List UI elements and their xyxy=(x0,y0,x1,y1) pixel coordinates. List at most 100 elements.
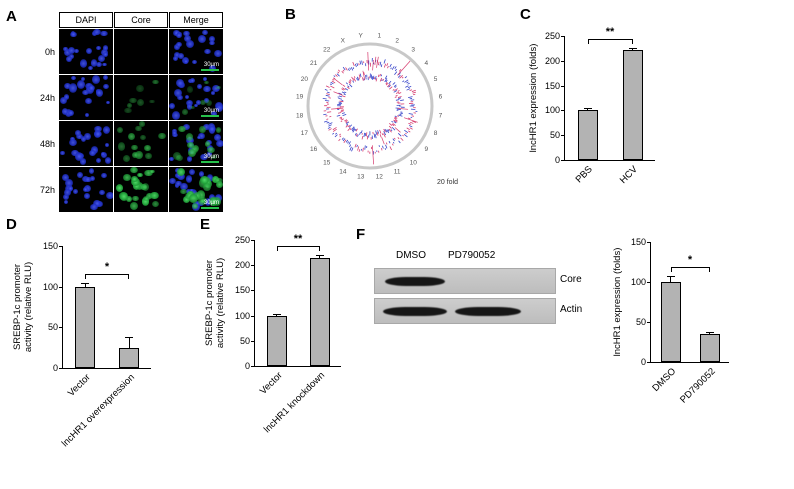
cell-nucleus-dapi xyxy=(100,30,108,37)
significance-bracket xyxy=(276,246,320,252)
y-axis-tick xyxy=(59,327,63,329)
chromosome-ring xyxy=(306,42,434,170)
data-tick xyxy=(403,133,408,138)
data-tick xyxy=(376,132,379,136)
data-tick xyxy=(332,78,335,81)
cell-nucleus-dapi xyxy=(104,142,109,148)
data-tick xyxy=(345,121,348,124)
data-tick xyxy=(341,118,344,121)
cell-nucleus-dapi xyxy=(197,35,206,44)
core-protein-signal xyxy=(129,98,137,103)
data-tick xyxy=(408,122,412,125)
y-axis-tick-label: 150 xyxy=(544,80,560,91)
cell-nucleus-dapi xyxy=(172,131,177,136)
data-tick xyxy=(395,91,400,94)
data-tick xyxy=(393,121,397,124)
cell-nucleus-dapi xyxy=(88,84,96,92)
core-protein-signal xyxy=(145,153,152,159)
cell-nucleus-dapi xyxy=(175,78,184,87)
y-axis-tick xyxy=(251,340,255,342)
cell-nucleus-dapi xyxy=(101,151,106,157)
data-tick xyxy=(400,137,404,141)
category-label: DMSO xyxy=(650,366,679,394)
cell-nucleus-dapi xyxy=(73,48,80,54)
core-protein-signal xyxy=(130,144,138,151)
cell-nucleus-dapi xyxy=(100,173,107,179)
cell-nucleus-dapi xyxy=(206,173,214,182)
data-tick xyxy=(361,60,363,65)
significance-stars: * xyxy=(687,254,693,267)
core-protein-signal xyxy=(148,169,156,174)
cell-nucleus-dapi xyxy=(198,133,205,139)
core-protein-signal xyxy=(146,192,154,199)
cell-nucleus-dapi xyxy=(86,48,93,55)
data-tick xyxy=(344,91,347,94)
cell-nucleus-dapi xyxy=(64,200,69,205)
cell-nucleus-dapi xyxy=(98,190,105,195)
grid-corner xyxy=(34,12,58,28)
cell-nucleus-dapi xyxy=(189,142,195,148)
data-tick xyxy=(398,92,402,95)
cell-nucleus-dapi xyxy=(81,176,89,183)
y-axis-tick xyxy=(561,36,565,37)
data-tick xyxy=(395,99,400,101)
cell-nucleus-dapi xyxy=(169,177,177,185)
data-tick xyxy=(394,127,401,133)
cell-nucleus-dapi xyxy=(84,112,89,118)
data-tick xyxy=(348,124,353,128)
error-bar xyxy=(128,337,130,359)
core-protein-signal xyxy=(173,152,182,160)
data-tick xyxy=(402,80,405,83)
bar-lnchr1-knockdown xyxy=(309,257,330,366)
chromosome-label-20: 20 xyxy=(301,76,309,83)
data-tick xyxy=(347,141,350,144)
core-protein-signal xyxy=(126,103,132,109)
cell-nucleus-dapi xyxy=(175,180,182,187)
data-tick xyxy=(340,110,344,112)
cell-nucleus-dapi xyxy=(202,29,209,36)
y-axis-title: lncHR1 expression (folds) xyxy=(612,247,623,357)
cell-nucleus-dapi xyxy=(90,175,96,182)
data-tick xyxy=(333,75,336,78)
cell-nucleus-dapi xyxy=(84,97,93,104)
data-tick xyxy=(326,118,329,120)
cell-nucleus-dapi xyxy=(90,204,98,211)
data-tick xyxy=(333,77,336,80)
cell-nucleus-dapi xyxy=(177,81,186,88)
scale-bar-label: 30µm xyxy=(203,154,219,160)
data-tick xyxy=(347,68,350,71)
cell-nucleus-dapi xyxy=(78,153,85,160)
y-axis-tick-label: 50 xyxy=(239,335,250,346)
data-tick xyxy=(329,115,332,118)
cell-nucleus-dapi xyxy=(65,55,72,63)
data-tick xyxy=(388,140,391,144)
data-tick xyxy=(399,75,403,79)
row-label-48h: 48h xyxy=(34,121,58,166)
row-label-24h: 24h xyxy=(34,75,58,120)
chromosome-label-3: 3 xyxy=(411,47,415,54)
data-tick xyxy=(392,123,396,126)
data-tick xyxy=(381,79,383,82)
data-tick xyxy=(400,112,403,115)
data-tick xyxy=(362,77,364,81)
chromosome-label-15: 15 xyxy=(323,159,331,166)
data-tick xyxy=(328,124,332,127)
data-tick xyxy=(411,89,416,92)
data-tick xyxy=(342,114,347,117)
data-tick xyxy=(339,133,341,136)
cell-nucleus-dapi xyxy=(62,194,70,201)
y-axis-tick xyxy=(251,290,255,292)
data-tick xyxy=(353,76,356,79)
cell-nucleus-dapi xyxy=(208,122,216,131)
core-protein-signal xyxy=(189,193,198,204)
data-tick xyxy=(394,68,397,72)
bar-pbs xyxy=(577,110,598,160)
cell-nucleus-dapi xyxy=(96,201,104,207)
core-protein-signal xyxy=(143,195,151,201)
data-tick xyxy=(373,133,376,138)
data-tick xyxy=(355,133,358,137)
data-tick xyxy=(338,97,343,100)
error-bar-cap xyxy=(628,47,637,49)
cell-nucleus-dapi xyxy=(173,89,182,98)
core-protein-signal xyxy=(191,144,199,152)
